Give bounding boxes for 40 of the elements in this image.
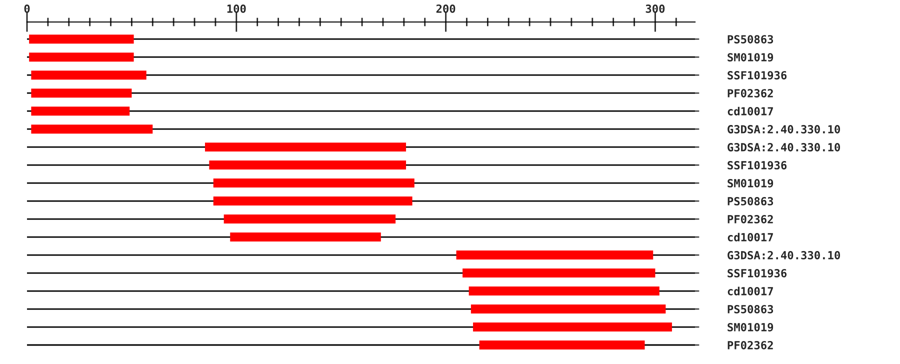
y-tick-label: cd10017 (728, 232, 773, 242)
x-tick-label: 200 (436, 4, 456, 13)
y-tick-label: cd10017 (728, 286, 773, 296)
y-tick-label: PS50863 (728, 35, 774, 44)
bar (29, 34, 134, 44)
bar (479, 340, 645, 350)
bar (204, 142, 406, 152)
x-tick-label: 0 (24, 4, 30, 13)
y-tick-label: cd10017 (728, 106, 773, 116)
bar (224, 214, 396, 224)
bar (462, 268, 656, 278)
y-tick-label: PF02362 (728, 215, 773, 224)
bar (230, 232, 381, 242)
y-tick-label: SSF101936 (728, 269, 787, 278)
x-tick-label: 300 (646, 4, 665, 13)
bar (213, 196, 412, 206)
bar (31, 70, 146, 80)
y-tick-label: G3DSA:2.40.330.10 (728, 143, 840, 152)
bar (456, 250, 654, 260)
y-tick-label: PS50863 (728, 197, 774, 206)
y-tick-label: PF02362 (728, 89, 773, 98)
y-tick-label: SM01019 (728, 322, 774, 332)
y-tick-label: PF02362 (728, 340, 773, 350)
y-tick-label: SSF101936 (728, 161, 787, 170)
y-tick-label: PS50863 (728, 304, 774, 314)
y-tick-label: SM01019 (728, 53, 774, 62)
bar (209, 160, 406, 170)
bar (31, 106, 130, 116)
bar (31, 88, 132, 98)
y-tick-label: SM01019 (728, 179, 774, 188)
bar (213, 178, 414, 188)
bar (31, 124, 153, 134)
y-tick-label: G3DSA:2.40.330.10 (728, 125, 840, 134)
bar (473, 322, 672, 332)
bar (470, 304, 666, 314)
y-tick-label: SSF101936 (728, 71, 787, 80)
x-tick-label: 100 (227, 4, 246, 13)
bar (468, 286, 660, 296)
bar (29, 52, 134, 62)
y-tick-label: G3DSA:2.40.330.10 (728, 251, 840, 260)
